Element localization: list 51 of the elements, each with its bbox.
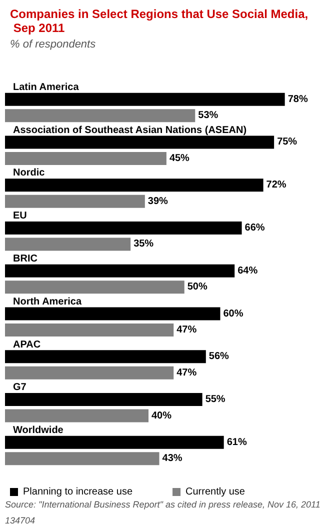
data-label: 35%	[134, 238, 154, 250]
data-label: 75%	[277, 136, 298, 148]
bar	[5, 238, 131, 251]
data-label: 72%	[266, 180, 286, 191]
bar	[5, 221, 242, 234]
y-tick-label: Association of Southeast Asian Nations (ASEAN)	[13, 124, 247, 136]
data-label: 78%	[288, 94, 308, 105]
y-tick-label: EU	[13, 210, 27, 222]
data-label: 60%	[223, 308, 244, 320]
data-label: 53%	[198, 110, 218, 122]
source-note: Source: "International Business Report" as cited in press release, Nov 16, 2011	[5, 500, 320, 510]
bar	[5, 152, 166, 165]
bar	[5, 366, 174, 380]
data-label: 61%	[226, 436, 247, 448]
data-label: 47%	[176, 324, 197, 336]
data-label: 56%	[208, 351, 230, 362]
bar	[5, 136, 274, 149]
bar	[5, 109, 196, 122]
data-label: 55%	[205, 394, 226, 406]
bar	[5, 280, 184, 294]
bar	[5, 452, 160, 466]
bar	[5, 194, 145, 208]
bar	[5, 178, 264, 192]
data-label: 50%	[187, 282, 208, 293]
data-label: 45%	[169, 152, 190, 164]
bar	[5, 264, 235, 278]
y-tick-label: Worldwide	[13, 425, 64, 436]
data-label: 43%	[162, 453, 182, 464]
legend-label: Currently use	[186, 486, 246, 498]
chart-subtitle: % of respondents	[10, 38, 96, 50]
data-label: 64%	[238, 265, 258, 276]
y-tick-label: Nordic	[13, 168, 46, 179]
bar	[5, 393, 202, 406]
bar	[5, 409, 148, 422]
data-label: 66%	[244, 222, 265, 234]
bar	[5, 307, 220, 320]
y-tick-label: Latin America	[13, 82, 80, 93]
bar	[5, 324, 174, 337]
y-tick-label: North America	[13, 296, 82, 308]
y-tick-label: G7	[13, 382, 27, 394]
text: 134704	[5, 516, 36, 526]
y-tick-label: BRIC	[13, 254, 38, 264]
y-tick-label: APAC	[13, 339, 41, 350]
bar	[5, 436, 224, 449]
data-label: 39%	[148, 196, 168, 207]
data-label: 47%	[176, 367, 197, 378]
chart-title: Companies in Select Regions that Use Social Media, Sep 2011	[10, 7, 308, 35]
legend-label: Planning to increase use	[23, 486, 133, 498]
bar	[5, 350, 206, 364]
bar	[5, 92, 285, 106]
data-label: 40%	[152, 410, 172, 422]
